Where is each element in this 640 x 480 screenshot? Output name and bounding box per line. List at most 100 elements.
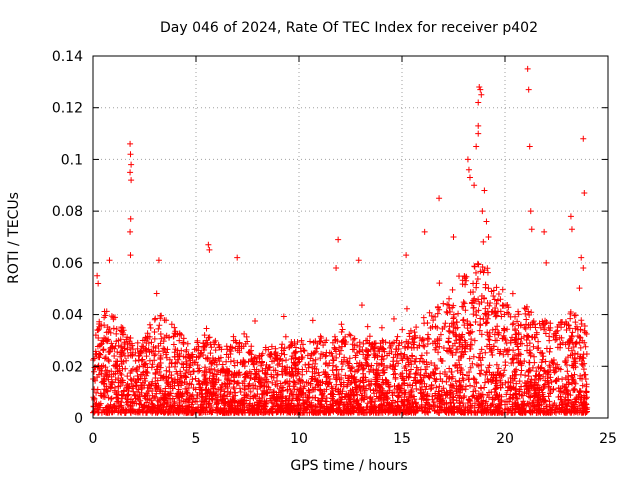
data-point [339,326,346,333]
data-point [278,368,285,375]
data-point [237,388,244,395]
data-point [234,254,241,261]
data-point [155,325,162,332]
data-point [143,353,150,360]
data-point [384,364,391,371]
data-point [124,392,131,399]
data-point [539,356,546,363]
data-point [580,366,587,373]
data-point [475,261,482,268]
data-point [436,280,443,287]
y-tick-label: 0.1 [61,152,83,168]
data-point [552,337,559,344]
data-point [483,218,490,225]
data-point [424,319,431,326]
data-point [213,371,220,378]
data-point [473,143,480,150]
data-point [143,372,150,379]
data-point [223,343,230,350]
data-point [387,363,394,370]
data-point [569,329,576,336]
data-point [568,372,575,379]
y-tick-label: 0.04 [52,308,83,324]
data-point [273,372,280,379]
data-point [262,365,269,372]
data-point [468,336,475,343]
data-point [364,323,371,330]
data-point [344,359,351,366]
data-point [126,338,133,345]
data-point [488,379,495,386]
data-point [269,379,276,386]
data-point [339,338,346,345]
data-point [176,337,183,344]
data-point [510,320,517,327]
data-point [578,317,585,324]
data-point [335,236,342,243]
data-point [475,99,482,106]
data-point [478,385,485,392]
data-point [481,187,488,194]
data-point [449,286,456,293]
data-point [440,300,447,307]
data-point [465,166,472,173]
data-point [453,319,460,326]
data-point [501,367,508,374]
data-point [149,361,156,368]
data-point [127,215,134,222]
data-point [363,356,370,363]
data-point [359,366,366,373]
data-point [500,302,507,309]
data-point [320,342,327,349]
y-tick-label: 0.02 [52,359,83,375]
data-point [571,371,578,378]
data-point [471,400,478,407]
data-point [365,352,372,359]
data-point [100,347,107,354]
y-tick-label: 0 [74,411,83,427]
data-point [421,343,428,350]
data-point [547,345,554,352]
data-point [454,324,461,331]
data-point [577,326,584,333]
data-point [461,300,468,307]
data-point [466,174,473,181]
data-point [147,324,154,331]
data-point [576,334,583,341]
data-point [577,344,584,351]
data-point [459,317,466,324]
data-point [450,234,457,240]
data-point [307,355,314,362]
data-point [443,378,450,385]
data-point [444,309,451,316]
data-point [482,379,489,386]
data-point [132,357,139,364]
data-point [483,319,490,326]
data-point [279,371,286,378]
data-point [124,373,131,380]
data-point [497,296,504,303]
data-point [390,354,397,361]
data-point [475,130,482,137]
data-point [474,275,481,282]
x-tick-label: 10 [290,431,308,447]
data-point [111,352,118,359]
data-point [445,327,452,334]
data-point [247,388,254,395]
data-point [135,357,142,364]
data-point [305,387,312,394]
x-tick-label: 15 [393,431,411,447]
data-point [515,346,522,353]
data-point [418,352,425,359]
data-point [312,360,319,367]
data-point [336,351,343,358]
data-point [480,238,487,245]
data-point [420,314,427,321]
data-point [186,380,193,387]
data-point [316,372,323,379]
x-tick-label: 25 [599,431,617,447]
data-point [231,362,238,369]
data-point [443,308,450,315]
x-tick-label: 5 [192,431,201,447]
